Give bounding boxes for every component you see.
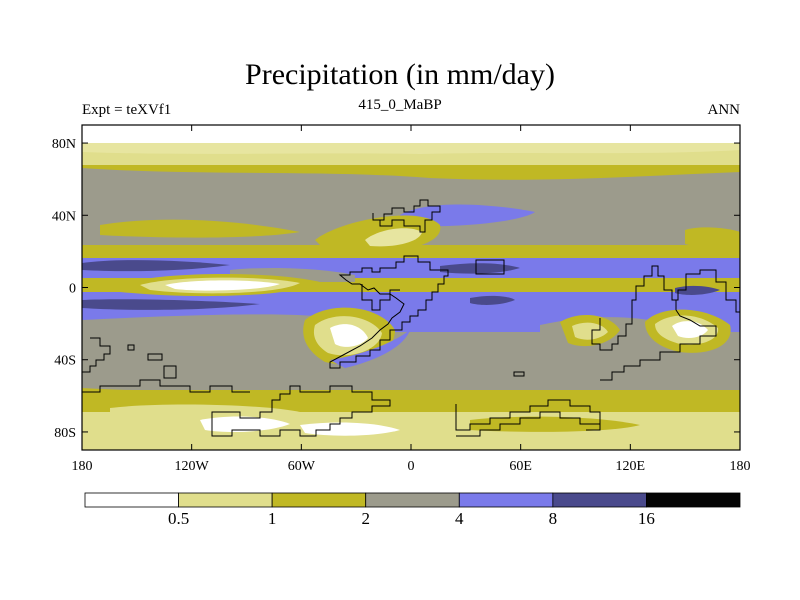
central-continent-inner	[361, 284, 400, 311]
southern-dark-band-east	[470, 295, 515, 305]
tethys-dry-pocket	[365, 228, 422, 247]
north-rain-cell-2	[100, 219, 300, 238]
colorbar-level-label: 8	[549, 509, 558, 528]
band-south-subtropics	[82, 332, 740, 390]
east-continent-outline	[591, 265, 740, 351]
colorbar-level-label: 0.5	[168, 509, 189, 528]
north-band-lighter-strip	[82, 143, 740, 154]
north-continent-outline	[372, 199, 441, 233]
south-polar-white-1	[200, 416, 290, 432]
period-label: 415_0_MaBP	[358, 97, 442, 113]
antarctic-block-center	[455, 399, 601, 437]
antarctic-right-edge	[586, 424, 601, 431]
band-north-polar-dry	[82, 125, 740, 143]
colorbar-swatch	[552, 492, 647, 508]
precipitation-field	[82, 125, 740, 450]
y-tick-label: 40N	[52, 209, 76, 224]
east-continent-lower	[600, 300, 717, 381]
southern-dark-band-west	[82, 299, 260, 310]
x-tick-label: 120E	[616, 459, 646, 474]
south-coast-west	[82, 379, 250, 393]
colorbar-swatch	[646, 492, 741, 508]
small-island-5	[475, 259, 505, 275]
itcz-dark-west	[82, 260, 230, 272]
south-polar-yellow-east	[470, 416, 640, 432]
colorbar-level-label: 2	[361, 509, 370, 528]
north-mid-wave	[82, 168, 740, 183]
y-axis: 80N 40N 0 40S 80S	[52, 137, 740, 441]
x-tick-label: 180	[730, 459, 751, 474]
coastline-outlines	[82, 199, 740, 437]
small-island-3	[163, 365, 177, 379]
colorbar-level-label: 4	[455, 509, 464, 528]
west-island-group	[82, 337, 111, 373]
colorbar-swatch	[271, 492, 367, 508]
south-polar-white-2	[300, 422, 400, 436]
itcz-dark-east	[440, 263, 520, 274]
sw-atlantic-dry-core	[330, 324, 368, 347]
sw-atlantic-blue-arm	[330, 330, 410, 368]
y-tick-label: 40S	[54, 354, 76, 369]
small-island-1	[127, 344, 135, 351]
se-indian-light	[572, 322, 608, 340]
colorbar-level-label: 1	[268, 509, 277, 528]
y-tick-label: 80N	[52, 137, 76, 152]
antarctic-block-west	[211, 385, 391, 437]
equatorial-dry-core	[165, 280, 280, 291]
south-grey-intrusion	[82, 314, 330, 332]
central-continent-outline	[329, 255, 449, 369]
experiment-label: Expt = teXVf1	[82, 102, 172, 118]
x-tick-label: 60W	[288, 459, 316, 474]
colorbar-swatch	[178, 492, 273, 508]
colorbar: 0.5 1 2 4 8 16	[84, 492, 741, 528]
east-pacific-north-yellow	[685, 227, 740, 255]
colorbar-swatch	[458, 492, 554, 508]
y-tick-label: 0	[69, 282, 76, 297]
x-tick-label: 180	[72, 459, 93, 474]
south-light-pool-west	[110, 404, 300, 420]
x-tick-label: 120W	[175, 459, 210, 474]
small-island-2	[147, 353, 163, 361]
figure-title: Precipitation (in mm/day)	[245, 58, 555, 91]
colorbar-swatch	[365, 492, 460, 508]
small-island-4	[513, 371, 525, 377]
y-tick-label: 80S	[54, 426, 76, 441]
x-tick-label: 60E	[509, 459, 532, 474]
colorbar-level-label: 16	[638, 509, 655, 528]
x-axis: 180 120W 60W 0 60E 120E 180	[72, 125, 751, 474]
season-label: ANN	[707, 102, 741, 118]
x-tick-label: 0	[408, 459, 415, 474]
colorbar-swatch	[84, 492, 179, 508]
